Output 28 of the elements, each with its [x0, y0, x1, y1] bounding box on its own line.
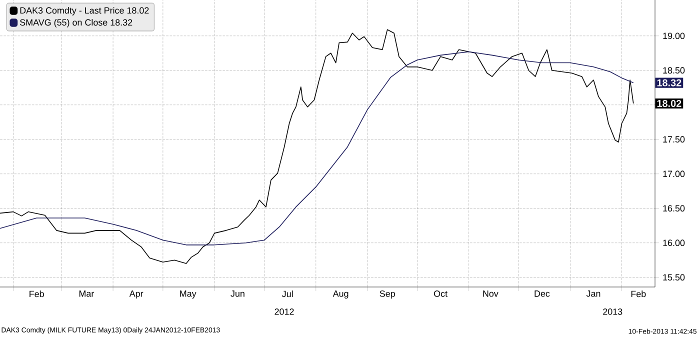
x-tick-label: Jun — [230, 290, 244, 297]
x-tick-label: Jan — [586, 290, 600, 297]
y-tick-label: 18.50 — [663, 67, 685, 74]
x-tick-label: Dec — [534, 290, 550, 297]
text: 2013 — [603, 308, 622, 315]
y-tick-label: 17.00 — [663, 170, 685, 178]
y-tick-label: 16.50 — [663, 205, 685, 212]
x-tick-label: Feb — [631, 290, 646, 298]
x-tick-label: Jul — [282, 290, 293, 298]
legend-label: SMAVG (55) on Close 18.32 — [20, 19, 132, 28]
x-tick-label: Nov — [483, 290, 498, 297]
x-tick-label: Aug — [332, 290, 348, 299]
line-series — [0, 29, 634, 264]
legend-label: DAK3 Comdty - Last Price 18.02 — [20, 7, 149, 16]
x-tick-label: Feb — [30, 290, 44, 298]
y-tick-label: 15.50 — [663, 274, 685, 281]
line-series — [0, 51, 634, 246]
text: 2012 — [274, 308, 294, 315]
y-tick-label: 17.50 — [663, 136, 685, 143]
x-tick-label: Oct — [434, 290, 448, 297]
annotation: 18.32 — [657, 79, 682, 86]
y-tick-label: 19.00 — [663, 32, 685, 40]
y-tick-label: 16.00 — [663, 240, 685, 246]
x-tick-label: Apr — [129, 290, 144, 299]
annotation: 18.02 — [657, 100, 682, 108]
x-tick-label: Mar — [79, 290, 94, 297]
x-tick-label: May — [180, 290, 196, 299]
x-tick-label: Sep — [380, 290, 395, 299]
